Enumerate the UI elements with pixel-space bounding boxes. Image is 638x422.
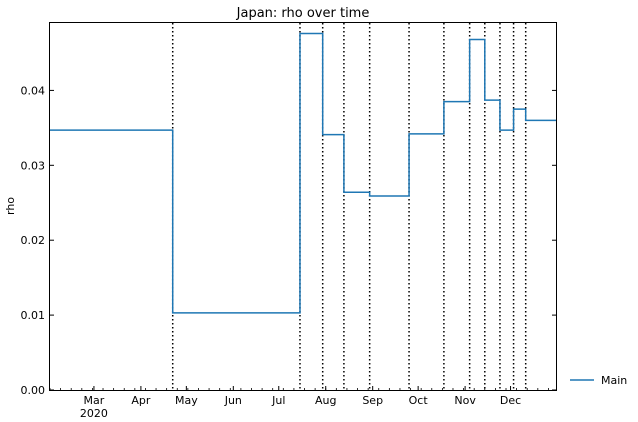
x-tick-label: Dec	[500, 394, 521, 407]
y-tick-label: 0.00	[21, 384, 46, 397]
y-axis-label: rho	[4, 197, 17, 215]
vertical-lines	[171, 23, 527, 390]
y-tick-label: 0.02	[21, 234, 46, 247]
x-tick-label: May	[175, 394, 198, 407]
y-tick-label: 0.01	[21, 309, 46, 322]
plot-frame	[49, 22, 557, 391]
y-tick-label: 0.04	[21, 84, 46, 97]
legend-label-main: Main	[601, 374, 627, 387]
y-tick-label: 0.03	[21, 159, 46, 172]
series-layer	[50, 32, 556, 314]
x-tick-label: Sep	[362, 394, 383, 407]
chart-title: Japan: rho over time	[236, 6, 370, 21]
x-tick-label: Nov	[454, 394, 476, 407]
legend: Main	[570, 374, 627, 387]
x-tick-label: Jul	[271, 394, 285, 407]
series-line-main	[50, 32, 556, 314]
x-tick-year-label: 2020	[80, 407, 108, 420]
x-tick-label: Jun	[224, 394, 242, 407]
x-tick-label: Oct	[409, 394, 429, 407]
x-tick-label: Mar	[84, 394, 105, 407]
x-tick-label: Aug	[315, 394, 336, 407]
x-tick-label: Apr	[131, 394, 151, 407]
